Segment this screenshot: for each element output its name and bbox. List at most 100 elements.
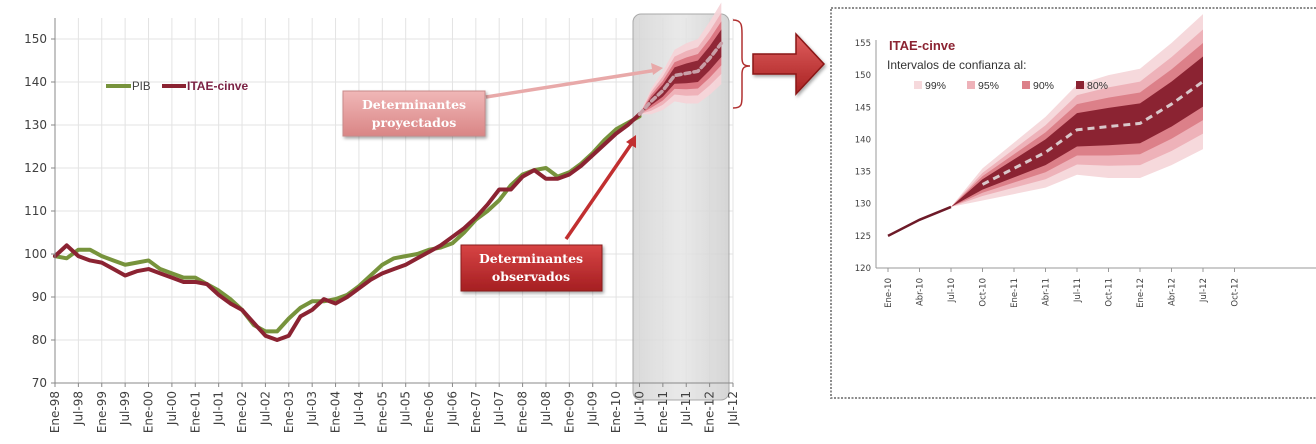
series-line-itae-cinve [53, 112, 642, 342]
callout-observados-box [460, 244, 603, 292]
main-xtick-label: Jul-07 [492, 391, 506, 426]
confidence-bands [951, 14, 1203, 207]
inset-axes: 120 125 130 135 140 145 150 155 Ene-10 Abr-10 Jul-… [855, 39, 1316, 308]
inset-subtitle: Intervalos de confianza al: [887, 58, 1026, 72]
main-xtick-label: Jul-99 [118, 391, 132, 426]
main-xtick-label: Jul-98 [71, 391, 85, 426]
inset-xtick-label: Ene-10 [884, 278, 894, 308]
inset-ytick-label: 125 [855, 232, 871, 242]
main-xtick-label: Jul-05 [399, 391, 413, 426]
connector-arrow [752, 32, 826, 96]
main-xtick-label: Jul-03 [305, 391, 319, 426]
main-ytick-label: 110 [24, 204, 47, 218]
main-xtick-label: Jul-00 [165, 391, 179, 426]
inset-ytick-label: 120 [855, 264, 871, 274]
callout-observados: Determinantes observados [460, 135, 636, 292]
main-ytick-label: 90 [32, 290, 47, 304]
series-line-forecast [637, 41, 724, 116]
main-chart: Ene-98 Jul-98 Ene-99 Jul-99 Ene-00 Jul-00 Ene-… [24, 2, 751, 433]
inset-legend-label: 80% [1087, 80, 1108, 92]
inset-xtick-label: Oct-10 [979, 278, 989, 307]
main-xtick-label: Ene-11 [656, 391, 670, 433]
inset-xtick-label: Jul-11 [1073, 278, 1083, 303]
main-xtick-label: Ene-06 [422, 391, 436, 433]
inset-xtick-label: Abr-12 [1168, 278, 1178, 306]
callout-proyectados-box [342, 90, 486, 137]
main-xtick-label: Jul-02 [258, 391, 272, 426]
inset-ytick-label: 130 [855, 200, 871, 210]
inset-ytick-label: 140 [855, 135, 871, 145]
inset-xtick-label: Ene-12 [1136, 278, 1146, 308]
main-xtick-label: Jul-01 [212, 391, 226, 426]
main-xtick-label: Jul-11 [679, 391, 693, 426]
inset-chart: 120 125 130 135 140 145 150 155 Ene-10 Abr-10 Jul-… [830, 7, 1316, 399]
callout-observados-arrow-line [564, 142, 634, 240]
main-xtick-label: Ene-12 [703, 391, 717, 433]
main-xtick-label: Ene-03 [282, 391, 296, 433]
inset-legend: 99% 95% 90% 80% [914, 80, 1108, 92]
main-ytick-label: 150 [24, 32, 47, 46]
callout-proyectados-arrow-line [485, 68, 658, 99]
curly-brace [732, 19, 751, 109]
main-xtick-label: Ene-09 [562, 391, 576, 433]
main-xtick-label: Ene-10 [609, 391, 623, 433]
main-xtick-label: Jul-09 [586, 391, 600, 426]
callout-observados-arrow-head [626, 135, 636, 148]
inset-ytick-label: 155 [855, 39, 871, 49]
inset-legend-label: 99% [925, 80, 946, 92]
main-ytick-label: 80 [32, 333, 47, 347]
callout-proyectados: Determinantes proyectados [342, 63, 663, 137]
main-xtick-label: Ene-07 [469, 391, 483, 433]
main-xtick-label: Jul-04 [352, 391, 366, 426]
main-ytick-label: 70 [32, 376, 47, 390]
main-xtick-label: Jul-12 [726, 391, 740, 426]
inset-legend-swatch [1022, 81, 1030, 89]
main-ytick-label: 130 [24, 118, 47, 132]
main-xtick-label: Jul-10 [632, 391, 646, 426]
main-xtick-label: Jul-08 [539, 391, 553, 426]
inset-legend-swatch [914, 81, 922, 89]
inset-median-line [981, 80, 1204, 186]
inset-legend-swatch [1076, 81, 1084, 89]
inset-xtick-label: Abr-11 [1042, 278, 1052, 306]
inset-series [887, 80, 1204, 237]
inset-xtick-label: Abr-10 [916, 278, 926, 306]
main-xtick-label: Ene-08 [516, 391, 530, 433]
callout-observados-line1: Determinantes [479, 251, 583, 266]
main-xtick-label: Ene-98 [48, 391, 62, 433]
inset-frame [830, 7, 1316, 399]
inset-observed-line [887, 205, 952, 237]
main-xtick-label: Ene-01 [188, 391, 202, 433]
inset-ytick-label: 135 [855, 168, 871, 178]
main-xtick-label: Ene-02 [235, 391, 249, 433]
main-ytick-label: 120 [24, 161, 47, 175]
inset-ytick-label: 150 [855, 71, 871, 81]
legend-label-pib: PIB [132, 81, 151, 93]
inset-legend-label: 90% [1033, 80, 1054, 92]
main-xtick-label: Jul-06 [445, 391, 459, 426]
inset-xtick-label: Oct-12 [1231, 278, 1241, 307]
inset-xtick-label: Jul-10 [947, 278, 957, 303]
inset-title: ITAE-cinve [889, 38, 955, 53]
main-xtick-label: Ene-00 [142, 391, 156, 433]
callout-proyectados-arrow-head [651, 63, 663, 75]
callout-proyectados-line2: proyectados [372, 115, 456, 130]
inset-ytick-label: 145 [855, 103, 871, 113]
main-xtick-label: Ene-04 [329, 391, 343, 433]
main-axes: Ene-98 Jul-98 Ene-99 Jul-99 Ene-00 Jul-00 Ene-… [24, 18, 740, 433]
main-series [53, 41, 724, 342]
callout-observados-line2: observados [492, 269, 570, 284]
inset-xtick-label: Jul-12 [1199, 278, 1209, 303]
main-xtick-label: Ene-05 [375, 391, 389, 433]
inset-xtick-label: Oct-11 [1105, 278, 1115, 307]
main-xtick-label: Ene-99 [95, 391, 109, 433]
callout-proyectados-line1: Determinantes [362, 97, 466, 112]
inset-xtick-label: Ene-11 [1010, 278, 1020, 308]
main-ytick-label: 100 [24, 247, 47, 261]
confidence-band-80 [951, 56, 1203, 207]
main-ytick-label: 140 [24, 75, 47, 89]
inset-legend-swatch [967, 81, 975, 89]
main-legend: PIB ITAE-cinve [106, 79, 248, 93]
inset-legend-label: 95% [978, 80, 999, 92]
